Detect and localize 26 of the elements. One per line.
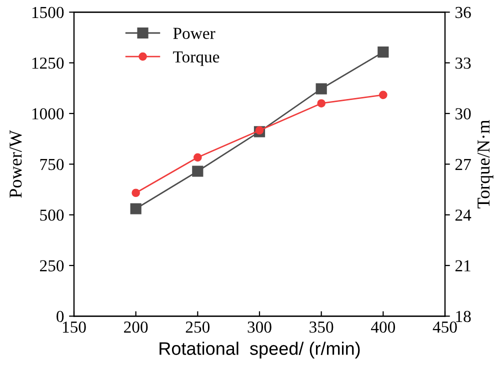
- y2-tick-label: 18: [456, 310, 471, 322]
- y2-tick-label: 21: [455, 260, 470, 272]
- y2-axis-title: Torque/N·m: [478, 120, 494, 208]
- legend-label: Power: [173, 28, 216, 39]
- y2-tick-label: 24: [455, 210, 472, 221]
- x-tick-label: 450: [432, 322, 457, 333]
- y-tick-label: 1000: [32, 108, 64, 120]
- x-tick-label: 400: [370, 322, 396, 333]
- x-tick-label: 350: [310, 322, 334, 333]
- y-axis-title: Power/W: [10, 130, 22, 198]
- x-tick-label: 200: [124, 322, 148, 333]
- y2-tick-label: 27: [455, 158, 471, 170]
- y2-tick-label: 36: [456, 6, 471, 18]
- x-tick-label: 150: [62, 322, 86, 333]
- x-tick-label: 300: [248, 322, 272, 333]
- legend-label: Torque: [173, 51, 220, 66]
- y-tick-label: 500: [40, 210, 64, 221]
- x-tick-label: 250: [186, 322, 210, 333]
- y-tick-label: 1250: [32, 58, 64, 69]
- y-tick-label: 750: [40, 158, 64, 170]
- x-axis-title: Rotational speed/ (r/min): [160, 342, 360, 359]
- y-tick-label: 250: [40, 260, 64, 272]
- y-tick-label: 0: [56, 310, 64, 322]
- y2-tick-label: 30: [456, 108, 471, 120]
- y-tick-label: 1500: [32, 6, 64, 18]
- y2-tick-label: 33: [456, 58, 471, 69]
